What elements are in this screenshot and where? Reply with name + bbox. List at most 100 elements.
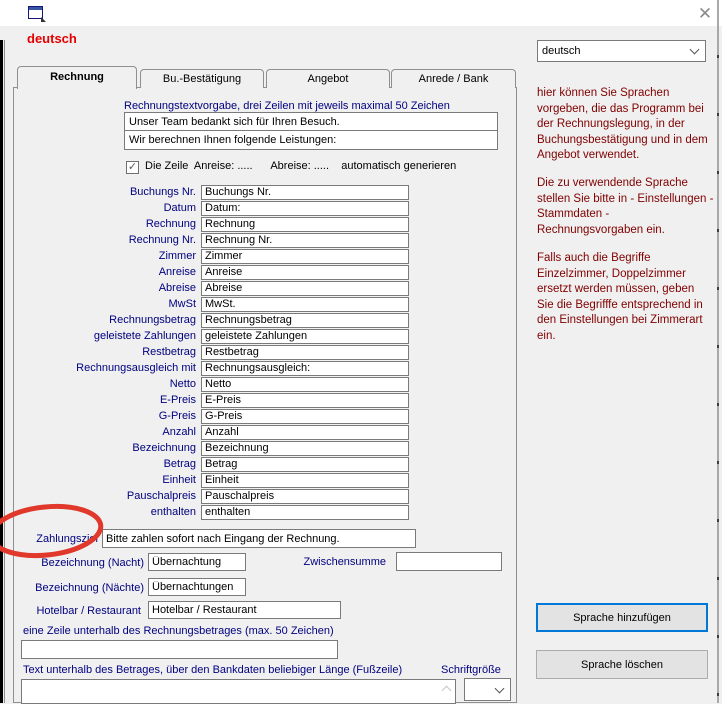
- field-row: Zimmer: [14, 248, 434, 264]
- field-label: Pauschalpreis: [126, 490, 196, 502]
- help-paragraph-2: Die zu verwendende Sprache stellen Sie b…: [537, 177, 714, 236]
- field-row: Buchungs Nr.: [14, 184, 434, 200]
- intro-line-2[interactable]: Wir berechnen Ihnen folgende Leistungen:: [129, 134, 337, 146]
- tab-angebot[interactable]: Angebot: [266, 69, 390, 88]
- window-form-icon: [28, 6, 46, 22]
- chevron-down-icon: [689, 44, 700, 55]
- line-below-total-input[interactable]: [21, 640, 338, 659]
- auto-line-checkbox-label: Die Zeile Anreise: ..... Abreise: ..... …: [145, 160, 457, 172]
- zahlungsziel-input[interactable]: [102, 529, 416, 548]
- footer-text-label: Text unterhalb des Betrages, über den Ba…: [23, 664, 403, 676]
- zahlungsziel-label: Zahlungsziel: [36, 533, 98, 545]
- scrollbar-up-arrow[interactable]: [439, 681, 454, 703]
- bezeichnung-naechte-input[interactable]: [148, 578, 246, 596]
- field-input[interactable]: [201, 296, 409, 312]
- field-input[interactable]: [201, 472, 409, 488]
- language-select[interactable]: deutsch: [537, 40, 706, 62]
- field-row: Betrag: [14, 456, 434, 472]
- current-language-heading: deutsch: [27, 31, 77, 46]
- help-paragraph-3: Falls auch die Begriffe Einzelzimmer, Do…: [537, 252, 703, 342]
- window-left-edge-line: [4, 40, 5, 703]
- field-label: Datum: [163, 202, 196, 214]
- field-row: MwSt: [14, 296, 434, 312]
- add-language-button[interactable]: Sprache hinzufügen: [536, 603, 708, 632]
- field-label: Rechnungsbetrag: [109, 314, 196, 326]
- tab-rechnung[interactable]: Rechnung: [17, 66, 137, 89]
- field-input[interactable]: [201, 248, 409, 264]
- field-input[interactable]: [201, 424, 409, 440]
- field-input[interactable]: [201, 232, 409, 248]
- footer-textarea[interactable]: [21, 679, 456, 704]
- window-right-edge: [717, 0, 719, 703]
- field-input[interactable]: [201, 360, 409, 376]
- line-below-total-label: eine Zeile unterhalb des Rechnungsbetrag…: [23, 625, 334, 637]
- field-input[interactable]: [201, 344, 409, 360]
- field-label: Rechnungsausgleich mit: [76, 362, 196, 374]
- field-input[interactable]: [201, 392, 409, 408]
- field-row: Netto: [14, 376, 434, 392]
- field-label: Restbetrag: [142, 346, 196, 358]
- field-label: enthalten: [150, 506, 196, 518]
- field-input[interactable]: [201, 280, 409, 296]
- chevron-up-icon: [441, 685, 452, 696]
- bezeichnung-nacht-input[interactable]: [148, 553, 246, 571]
- hotelbar-input[interactable]: [148, 601, 341, 619]
- help-paragraph-1: hier können Sie Sprachen vorgeben, die d…: [537, 87, 708, 161]
- chevron-down-icon: [494, 683, 505, 693]
- field-row: Einheit: [14, 472, 434, 488]
- invoice-intro-text-box: Unser Team bedankt sich für Ihren Besuch…: [124, 112, 498, 150]
- field-label: Zimmer: [158, 250, 196, 262]
- field-label: E-Preis: [159, 394, 196, 406]
- field-row: Bezeichnung: [14, 440, 434, 456]
- field-row: Pauschalpreis: [14, 488, 434, 504]
- delete-language-button[interactable]: Sprache löschen: [536, 650, 708, 679]
- hotelbar-label: Hotelbar / Restaurant: [36, 605, 141, 617]
- zwischensumme-input[interactable]: [396, 552, 502, 571]
- field-input[interactable]: [201, 440, 409, 456]
- field-label: Rechnung Nr.: [128, 234, 196, 246]
- field-label: MwSt: [168, 298, 197, 310]
- font-size-select[interactable]: [464, 678, 511, 701]
- field-label: Betrag: [163, 458, 196, 470]
- language-select-value: deutsch: [542, 45, 581, 57]
- font-size-label: Schriftgröße: [441, 664, 501, 676]
- field-input[interactable]: [201, 376, 409, 392]
- field-label: geleistete Zahlungen: [93, 330, 196, 342]
- field-input[interactable]: [201, 456, 409, 472]
- title-bar: [0, 0, 722, 26]
- field-label: Einheit: [162, 474, 196, 486]
- field-input[interactable]: [201, 408, 409, 424]
- field-input[interactable]: [201, 184, 409, 200]
- bezeichnung-naechte-label: Bezeichnung (Nächte): [35, 582, 144, 594]
- field-input[interactable]: [201, 264, 409, 280]
- tab-page-rechnung: Rechnungstextvorgabe, drei Zeilen mit je…: [13, 87, 517, 704]
- field-input[interactable]: [201, 488, 409, 504]
- tab-bu-best-tigung[interactable]: Bu.-Bestätigung: [140, 69, 264, 88]
- field-row: Abreise: [14, 280, 434, 296]
- field-row: Datum: [14, 200, 434, 216]
- field-row: Anreise: [14, 264, 434, 280]
- field-label: Anreise: [158, 266, 196, 278]
- field-row: E-Preis: [14, 392, 434, 408]
- intro-line-1[interactable]: Unser Team bedankt sich für Ihren Besuch…: [125, 113, 497, 131]
- term-fields: Buchungs Nr. Datum Rechnung Rechnung Nr. Zim…: [14, 184, 434, 520]
- intro-label: Rechnungstextvorgabe, drei Zeilen mit je…: [124, 100, 450, 112]
- field-row: Rechnungsbetrag: [14, 312, 434, 328]
- close-icon[interactable]: ✕: [697, 3, 713, 23]
- field-row: Rechnung Nr.: [14, 232, 434, 248]
- auto-line-checkbox[interactable]: ✓: [126, 161, 139, 174]
- field-input[interactable]: [201, 328, 409, 344]
- tab-strip: Rechnung Bu.-Bestätigung Angebot Anrede / B…: [13, 66, 517, 89]
- field-row: Restbetrag: [14, 344, 434, 360]
- field-label: Netto: [169, 378, 196, 390]
- field-row: Anzahl: [14, 424, 434, 440]
- field-input[interactable]: [201, 200, 409, 216]
- field-row: Rechnung: [14, 216, 434, 232]
- tab-anrede-bank[interactable]: Anrede / Bank: [391, 69, 516, 88]
- field-label: Abreise: [158, 282, 196, 294]
- bezeichnung-nacht-label: Bezeichnung (Nacht): [41, 557, 144, 569]
- field-input[interactable]: [201, 504, 409, 520]
- field-input[interactable]: [201, 312, 409, 328]
- field-input[interactable]: [201, 216, 409, 232]
